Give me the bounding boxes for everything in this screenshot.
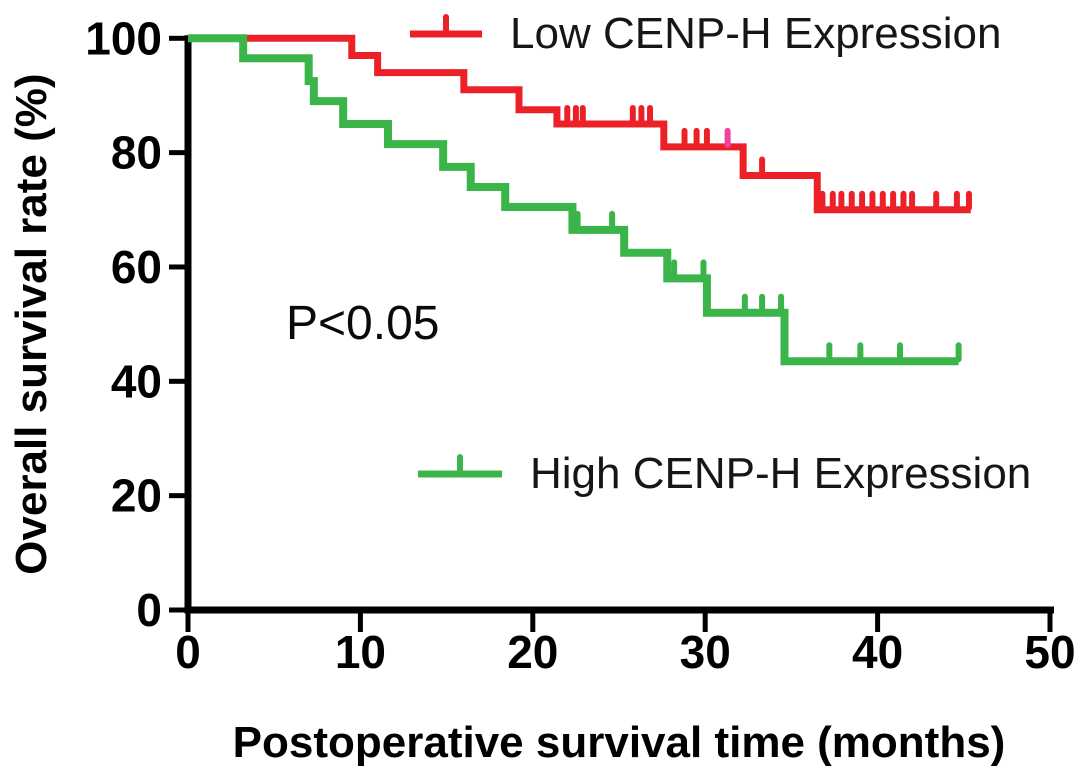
x-tick-label: 10	[335, 626, 386, 678]
series-curve-1	[188, 34, 959, 366]
legend-label-high-cenph: High CENP-H Expression	[530, 449, 1032, 498]
x-tick-label: 0	[175, 626, 201, 678]
pvalue-annotation: P<0.05	[286, 297, 440, 350]
x-tick-label: 40	[852, 626, 903, 678]
y-tick-label: 60	[111, 241, 162, 293]
y-tick-label: 80	[111, 127, 162, 179]
legend-item-low-cenph: Low CENP-H Expression	[408, 8, 1002, 60]
legend-label-low-cenph: Low CENP-H Expression	[510, 9, 1002, 58]
y-tick-label: 0	[136, 584, 162, 636]
legend-line-symbol-high	[418, 454, 502, 478]
x-tick-label: 50	[1024, 626, 1075, 678]
x-tick-label: 30	[680, 626, 731, 678]
legend-line-symbol-low	[410, 14, 482, 38]
series-curve-0	[188, 34, 971, 214]
y-tick-label: 40	[111, 355, 162, 407]
y-tick-label: 100	[85, 12, 162, 64]
x-axis-title: Postoperative survival time (months)	[233, 718, 1006, 767]
y-axis-title: Overall survival rate (%)	[7, 73, 56, 574]
legend-item-high-cenph: High CENP-H Expression	[416, 448, 1031, 500]
y-tick-label: 20	[111, 470, 162, 522]
x-tick-label: 20	[507, 626, 558, 678]
